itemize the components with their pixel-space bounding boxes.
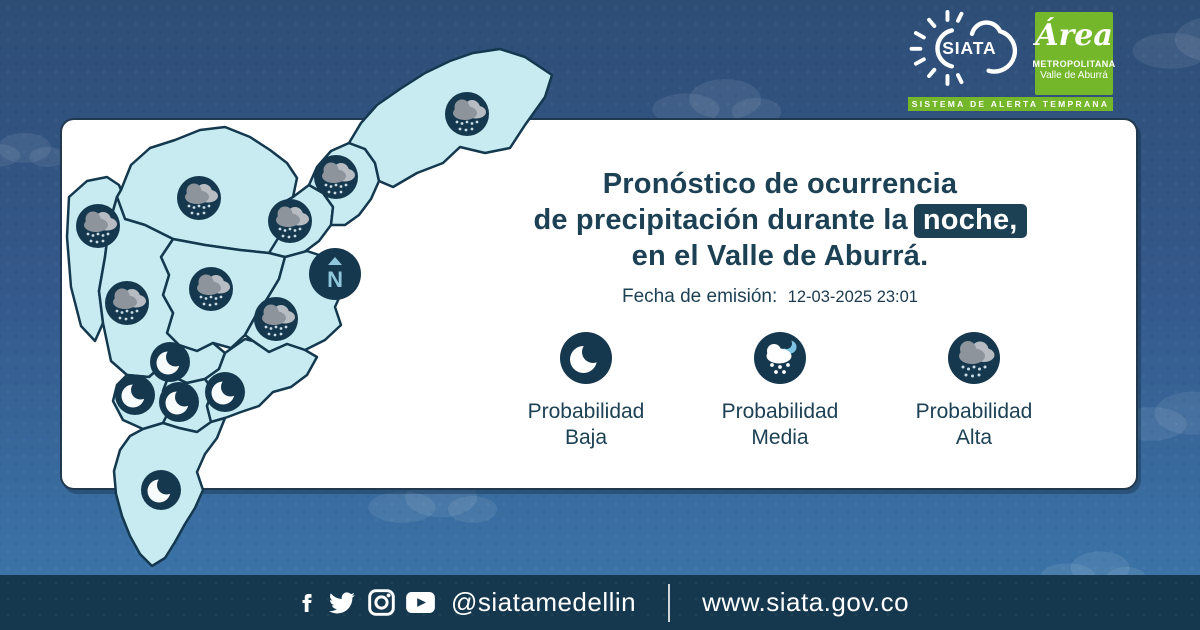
page-title: Pronóstico de ocurrencia de precipitació… bbox=[490, 166, 1070, 274]
legend-item-baja: Probabilidad Baja bbox=[500, 330, 672, 451]
legend-label: Probabilidad bbox=[915, 400, 1033, 423]
moon-icon bbox=[560, 332, 612, 384]
legend-label: Media bbox=[751, 426, 809, 449]
legend-label: Baja bbox=[564, 426, 608, 449]
background-cloud bbox=[1132, 18, 1200, 69]
map-marker-alta bbox=[189, 267, 233, 311]
map-marker-baja bbox=[115, 375, 155, 415]
map-marker-baja bbox=[150, 342, 190, 382]
social-icons bbox=[298, 588, 435, 618]
siata-logo-text: SIATA bbox=[942, 38, 996, 58]
siata-logo: SIATA bbox=[909, 10, 1018, 86]
map-marker-baja bbox=[141, 470, 181, 510]
compass: N bbox=[309, 248, 361, 300]
compass-label: N bbox=[327, 267, 343, 292]
youtube-icon[interactable] bbox=[406, 592, 435, 613]
legend-label: Alta bbox=[955, 426, 993, 449]
map-marker-alta bbox=[254, 297, 298, 341]
map-marker-alta bbox=[445, 92, 489, 136]
aburra-map: N bbox=[65, 47, 554, 568]
legend-item-alta: Probabilidad Alta bbox=[888, 330, 1060, 451]
compass-arrow-icon bbox=[328, 257, 342, 265]
background-cloud bbox=[0, 132, 66, 167]
cloud-moon-rain-icon bbox=[754, 332, 806, 384]
amva-line2: Valle de Aburrá bbox=[1040, 70, 1108, 81]
instagram-icon[interactable] bbox=[368, 589, 395, 616]
footer-bar: @siatamedellin www.siata.gov.co bbox=[0, 575, 1200, 630]
map-marker-alta bbox=[268, 199, 312, 243]
cloud-rain-icon bbox=[948, 332, 1000, 384]
legend-label: Probabilidad bbox=[527, 400, 645, 423]
title-line3: en el Valle de Aburrá. bbox=[631, 240, 929, 272]
sun-rays-icon bbox=[909, 10, 964, 86]
emission-datetime: 12-03-2025 23:01 bbox=[787, 288, 918, 306]
footer-divider bbox=[668, 583, 671, 622]
map-marker-alta bbox=[105, 281, 149, 325]
highlight-chip: noche, bbox=[913, 204, 1027, 238]
amva-script-text: Área bbox=[1035, 18, 1113, 53]
legend-item-media: Probabilidad Media bbox=[694, 330, 866, 451]
title-line2: de precipitación durante la noche, bbox=[490, 202, 1070, 238]
amva-line1: METROPOLITANA bbox=[1032, 59, 1116, 69]
emission-line: Fecha de emisión: 12-03-2025 23:01 bbox=[490, 286, 1050, 308]
social-handle[interactable]: @siatamedellin bbox=[451, 587, 637, 617]
map-marker-alta bbox=[177, 176, 221, 220]
probability-legend: Probabilidad Baja Probabilidad Media bbox=[500, 330, 1060, 451]
facebook-icon[interactable] bbox=[298, 588, 316, 618]
map-marker-baja bbox=[205, 372, 245, 412]
siata-tagline: SISTEMA DE ALERTA TEMPRANA bbox=[908, 97, 1113, 111]
map-marker-baja bbox=[159, 382, 199, 422]
website-link[interactable]: www.siata.gov.co bbox=[702, 587, 910, 617]
amva-logo: Área METROPOLITANA Valle de Aburrá bbox=[1032, 12, 1116, 95]
twitter-icon[interactable] bbox=[327, 590, 357, 616]
map-marker-alta bbox=[76, 204, 120, 248]
title-line1: Pronóstico de ocurrencia bbox=[602, 168, 958, 200]
map-marker-alta bbox=[314, 155, 358, 199]
legend-label: Probabilidad bbox=[721, 400, 839, 423]
cloud-arc-icon bbox=[969, 20, 1018, 74]
emission-label: Fecha de emisión: bbox=[622, 286, 778, 307]
sun-arc-icon bbox=[935, 28, 955, 69]
